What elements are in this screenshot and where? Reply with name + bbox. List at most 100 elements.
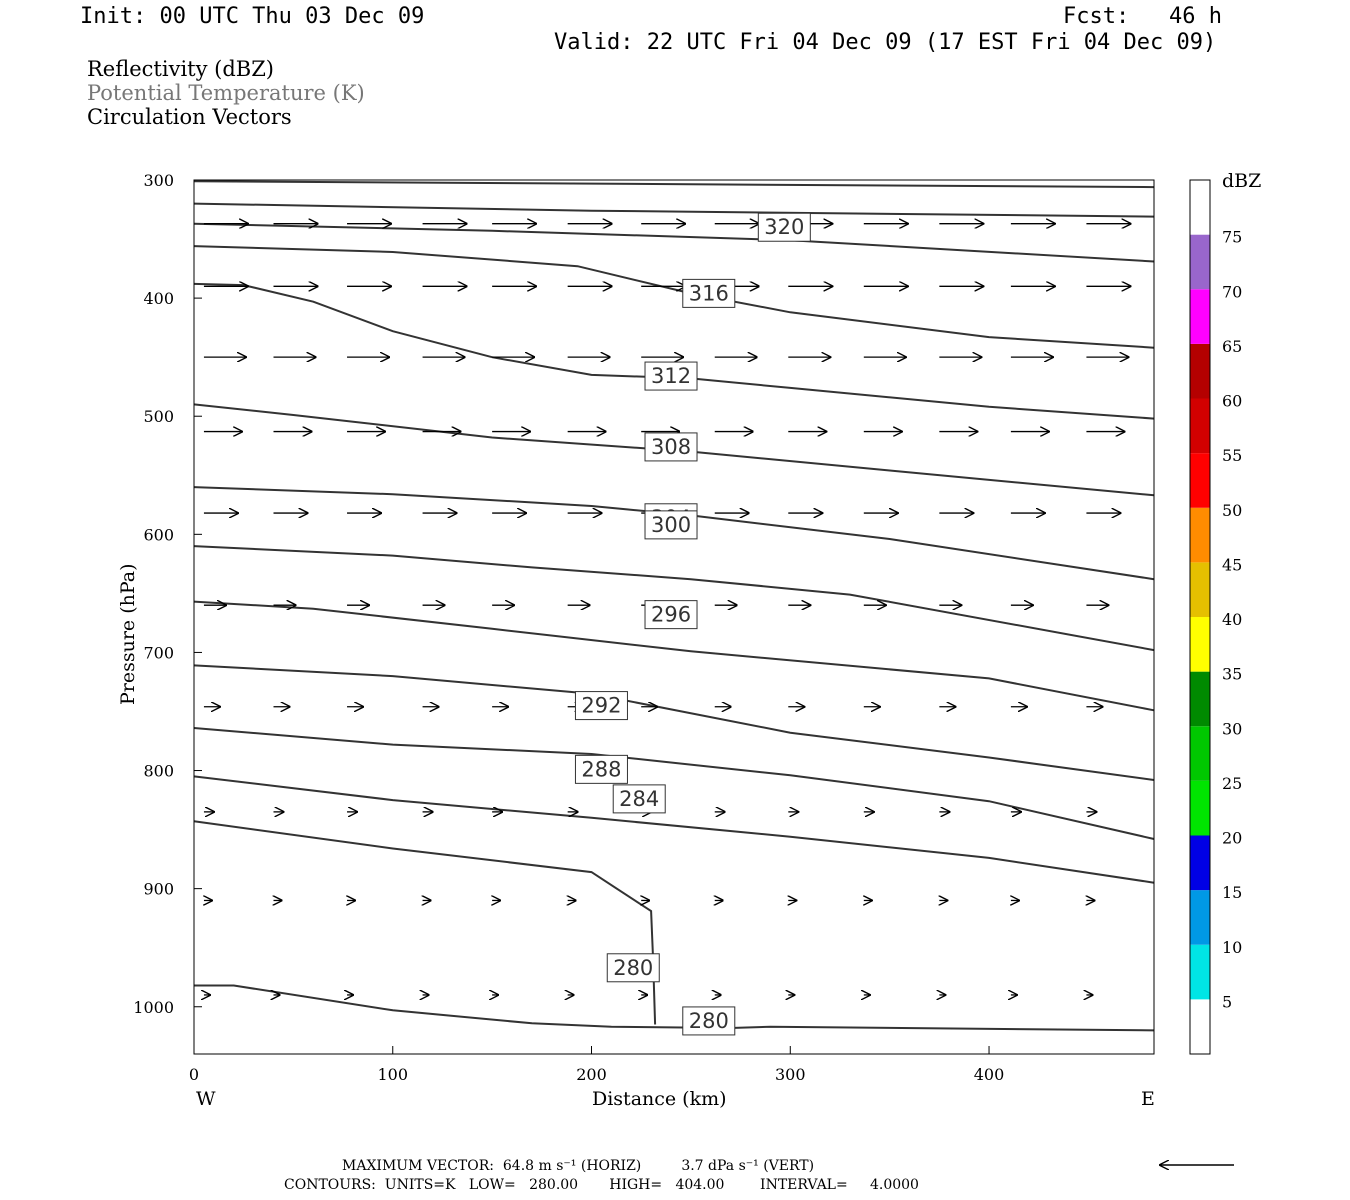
contour-label: 292 <box>574 691 628 721</box>
x-tick-label: 300 <box>775 1065 806 1084</box>
y-tick-label: 300 <box>143 171 174 190</box>
contour-label: 300 <box>644 510 698 540</box>
valid-time: Valid: 22 UTC Fri 04 Dec 09 (17 EST Fri … <box>554 30 1217 55</box>
contour-label-box <box>644 510 698 540</box>
theta-contour-line <box>193 180 1155 189</box>
colorbar-bin <box>1190 726 1210 781</box>
colorbar-level-label: 45 <box>1222 555 1242 574</box>
y-tick-label: 800 <box>143 762 174 781</box>
y-tick-label: 1000 <box>133 998 174 1017</box>
theta-contour-line <box>193 727 1155 840</box>
theta-contour-line <box>193 245 1155 349</box>
colorbar-bin <box>1190 289 1210 344</box>
contour-label: 316 <box>682 278 736 308</box>
contour-label-text: 308 <box>651 435 691 459</box>
circulation-vectors <box>204 224 1130 995</box>
colorbar-bin <box>1190 343 1210 399</box>
colorbar-bin <box>1190 999 1210 1054</box>
contour-label: 296 <box>644 600 698 630</box>
contour-label-text: 300 <box>651 513 691 537</box>
colorbar-level-label: 70 <box>1222 282 1242 301</box>
forecast-hour: Fcst: 46 h <box>1063 4 1222 29</box>
x-tick-label: 100 <box>377 1065 408 1084</box>
colorbar-level-label: 35 <box>1222 665 1242 684</box>
y-tick-label: 400 <box>143 289 174 308</box>
colorbar-bin <box>1190 835 1210 891</box>
colorbar-level-label: 65 <box>1222 337 1242 356</box>
field-circulation-vectors: Circulation Vectors <box>87 105 292 129</box>
colorbar-bin <box>1190 180 1210 235</box>
colorbar-title: dBZ <box>1222 170 1261 192</box>
theta-contour-line <box>193 486 1155 581</box>
colorbar-level-label: 25 <box>1222 774 1242 793</box>
colorbar-level-label: 55 <box>1222 446 1242 465</box>
x-axis-west-label: W <box>196 1088 216 1110</box>
colorbar-bin <box>1190 398 1210 454</box>
contour-label: 288 <box>574 754 628 784</box>
colorbar-bin <box>1190 780 1210 836</box>
colorbar-level-label: 50 <box>1222 501 1242 520</box>
theta-contour-line <box>193 403 1155 497</box>
contour-label: 308 <box>644 432 698 462</box>
contour-label: 320 <box>757 212 811 242</box>
contour-label-text: 288 <box>581 757 621 781</box>
y-tick-label: 600 <box>143 525 174 544</box>
y-tick-label: 700 <box>143 643 174 662</box>
colorbar-bin <box>1190 671 1210 727</box>
theta-contour-line <box>194 984 1155 1032</box>
colorbar-bin <box>1190 890 1210 945</box>
field-potential-temperature: Potential Temperature (K) <box>87 81 365 105</box>
contour-labels: 320316312308304300296292288284280280 <box>574 212 811 1036</box>
contour-label-box <box>574 691 628 721</box>
colorbar-bin <box>1190 944 1210 1000</box>
theta-contour-line <box>193 202 1155 218</box>
colorbar-bin <box>1190 507 1210 563</box>
contour-label-box <box>574 754 628 784</box>
colorbar-level-label: 40 <box>1222 610 1242 629</box>
colorbar-level-label: 75 <box>1222 228 1242 247</box>
field-reflectivity: Reflectivity (dBZ) <box>87 57 275 81</box>
max-vector-text: MAXIMUM VECTOR: 64.8 m s⁻¹ (HORIZ) 3.7 d… <box>342 1158 815 1174</box>
contour-label-text: 320 <box>764 215 804 239</box>
theta-contour-line <box>193 664 1155 781</box>
contour-label-text: 312 <box>651 364 691 388</box>
init-time: Init: 00 UTC Thu 03 Dec 09 <box>80 4 425 29</box>
contour-label-text: 284 <box>619 787 659 811</box>
colorbar-level-label: 30 <box>1222 719 1242 738</box>
colorbar-level-label: 5 <box>1222 992 1232 1011</box>
x-tick-label: 400 <box>974 1065 1005 1084</box>
contour-label: 280 <box>606 953 660 983</box>
colorbar-bin <box>1190 453 1210 508</box>
theta-contour-line <box>193 282 1155 420</box>
y-tick-label: 900 <box>143 880 174 899</box>
contour-label-text: 280 <box>613 956 653 980</box>
theta-contour-line <box>193 222 1155 263</box>
contour-label-box <box>682 1006 736 1036</box>
colorbar: 5 10 15 20 25 30 35 40 45 50 55 60 65 70 75 <box>1189 179 1242 1055</box>
x-tick-label: 200 <box>576 1065 607 1084</box>
contour-label: 312 <box>644 361 698 391</box>
contour-label-box <box>606 953 660 983</box>
x-axis-title: Distance (km) <box>592 1088 727 1110</box>
contour-label-text: 280 <box>689 1009 729 1033</box>
x-tick-label: 0 <box>189 1065 199 1084</box>
theta-contour-line <box>193 820 657 1025</box>
x-axis: 0 100 200 300 400 <box>189 1046 1004 1084</box>
theta-contour-line <box>193 545 1155 652</box>
contour-info-text: CONTOURS: UNITS=K LOW= 280.00 HIGH= 404.… <box>284 1177 919 1193</box>
contour-label-box <box>612 784 666 814</box>
colorbar-level-label: 10 <box>1222 938 1242 957</box>
plot-frame <box>193 179 1155 1055</box>
y-axis-title: Pressure (hPa) <box>117 563 139 705</box>
contour-label-box <box>644 600 698 630</box>
contour-label-text: 296 <box>651 603 691 627</box>
x-axis-east-label: E <box>1141 1088 1155 1110</box>
colorbar-bin <box>1190 562 1210 617</box>
colorbar-bin <box>1190 617 1210 672</box>
contour-label: 280 <box>682 1006 736 1036</box>
contour-label-text: 292 <box>581 694 621 718</box>
contour-label-box <box>682 278 736 308</box>
y-tick-label: 500 <box>143 407 174 426</box>
contour-label-text: 316 <box>689 281 729 305</box>
